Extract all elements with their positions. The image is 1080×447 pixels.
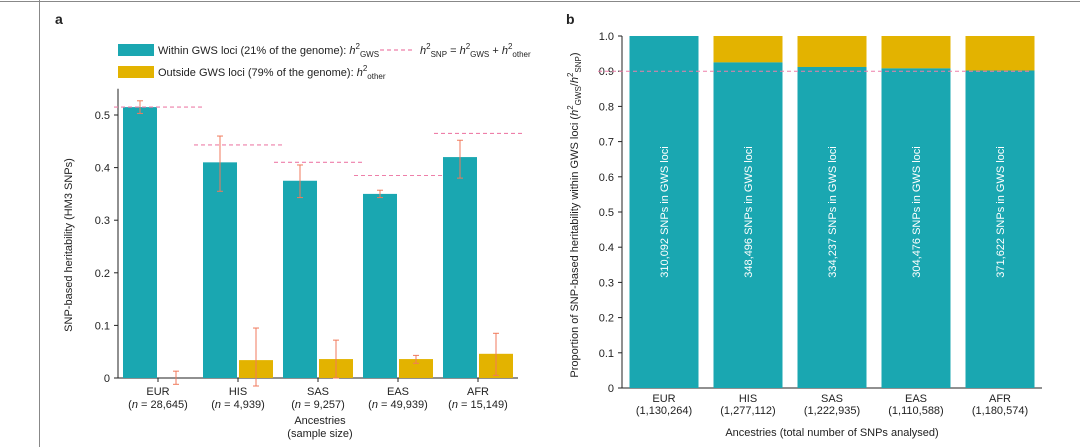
panel-a-xtick-sublabel: (n = 15,149) (448, 399, 508, 411)
bar-b-gws-eas (881, 68, 951, 388)
panel-a-label: a (55, 11, 63, 27)
panel-b-ytick-label: 0.3 (599, 277, 614, 289)
bar-b-label-eur: 310,092 SNPs in GWS loci (659, 146, 671, 277)
legend-gws-swatch (118, 44, 154, 56)
panel-a-xtick-label: EAS (387, 386, 409, 398)
panel-a-xtick-label: EUR (146, 386, 169, 398)
bar-gws-eur (123, 107, 157, 379)
panel-a-xlabel: Ancestries (294, 415, 346, 427)
panel-b-label: b (566, 11, 575, 27)
panel-a-xtick-label: AFR (467, 386, 489, 398)
panel-a-xtick-sublabel: (n = 9,257) (291, 399, 345, 411)
panel-a-xtick-label: SAS (307, 386, 329, 398)
bar-b-other-sas (797, 36, 867, 67)
panel-b-ytick-label: 0.7 (599, 137, 614, 149)
panel-b-xtick-sublabel: (1,222,935) (804, 405, 860, 417)
bar-gws-his (203, 162, 237, 378)
panel-b-xlabel: Ancestries (total number of SNPs analyse… (725, 427, 938, 439)
bar-b-gws-eur (629, 36, 699, 388)
bar-b-label-eas: 304,476 SNPs in GWS loci (911, 146, 923, 277)
bar-b-other-eas (881, 36, 951, 69)
panel-a-xtick-sublabel: (n = 49,939) (368, 399, 428, 411)
panel-b: b Proportion of SNP-based heritability w… (566, 11, 1042, 439)
panel-a-ytick-label: 0.4 (95, 163, 110, 175)
bar-other-eas (399, 359, 433, 378)
bar-b-other-afr (965, 36, 1035, 71)
bar-b-label-afr: 371,622 SNPs in GWS loci (995, 146, 1007, 277)
panel-a-ylabel: SNP-based heritability (HM3 SNPs) (63, 158, 75, 332)
panel-a-marks (114, 100, 522, 387)
panel-b-axes: 0 0.1 0.2 0.3 0.4 0.5 0.6 0.7 0.8 0.9 1.0 EUR(1,130… (599, 31, 1042, 417)
bar-b-gws-his (713, 62, 783, 389)
panel-b-xtick-sublabel: (1,180,574) (972, 405, 1028, 417)
legend-gws-label: Within GWS loci (21% of the genome): h2G… (158, 42, 379, 59)
panel-a-ytick-label: 0.5 (95, 110, 110, 122)
panel-b-ytick-label: 0.2 (599, 313, 614, 325)
panel-b-ytick-label: 0.8 (599, 101, 614, 113)
bar-b-other-his (713, 36, 783, 63)
panel-a-ytick-label: 0 (104, 373, 110, 385)
bar-b-gws-sas (797, 66, 867, 388)
panel-b-xtick-label: EAS (905, 393, 927, 405)
panel-b-xtick-sublabel: (1,110,588) (888, 405, 943, 417)
panel-a-ytick-label: 0.3 (95, 215, 110, 227)
panel-b-ytick-label: 0.6 (599, 172, 614, 184)
panel-a-ytick-label: 0.2 (95, 268, 110, 280)
panel-b-xtick-label: EUR (652, 393, 675, 405)
bar-b-label-sas: 334,237 SNPs in GWS loci (827, 146, 839, 277)
panel-b-ytick-label: 0.9 (599, 66, 614, 78)
legend-other-swatch (118, 66, 154, 78)
panel-a-xtick-sublabel: (n = 4,939) (211, 399, 265, 411)
panel-b-xtick-sublabel: (1,130,264) (636, 405, 692, 417)
panel-b-xtick-label: SAS (821, 393, 843, 405)
panel-b-xtick-sublabel: (1,277,112) (720, 405, 775, 417)
panel-a: a Within GWS loci (21% of the genome): h… (55, 11, 531, 440)
legend-dashed-label: h2SNP = h2GWS + h2other (420, 42, 531, 59)
panel-b-ytick-label: 0.5 (599, 207, 614, 219)
bar-gws-eas (363, 193, 397, 378)
bar-gws-sas (283, 180, 317, 378)
panel-a-ytick-label: 0.1 (95, 320, 110, 332)
bar-b-label-his: 348,496 SNPs in GWS loci (743, 146, 755, 277)
panel-a-xtick-label: HIS (229, 386, 247, 398)
legend-other-label: Outside GWS loci (79% of the genome): h2… (158, 64, 386, 81)
panel-a-legend: Within GWS loci (21% of the genome): h2G… (118, 42, 531, 81)
panel-b-ytick-label: 0 (608, 383, 614, 395)
panel-a-xlabel-2: (sample size) (287, 428, 352, 440)
panel-b-ytick-label: 1.0 (599, 31, 614, 43)
panel-b-xtick-label: HIS (739, 393, 757, 405)
panel-b-xtick-label: AFR (989, 393, 1011, 405)
panel-b-ytick-label: 0.4 (599, 242, 614, 254)
panel-b-ytick-label: 0.1 (599, 348, 614, 360)
bar-b-gws-afr (965, 70, 1035, 388)
panel-b-ylabel: Proportion of SNP-based heritability wit… (566, 52, 583, 377)
panel-a-xtick-sublabel: (n = 28,645) (128, 399, 188, 411)
panel-b-marks: 310,092 SNPs in GWS loci 348,496 SNPs in … (598, 36, 1035, 389)
bar-gws-afr (443, 157, 477, 378)
